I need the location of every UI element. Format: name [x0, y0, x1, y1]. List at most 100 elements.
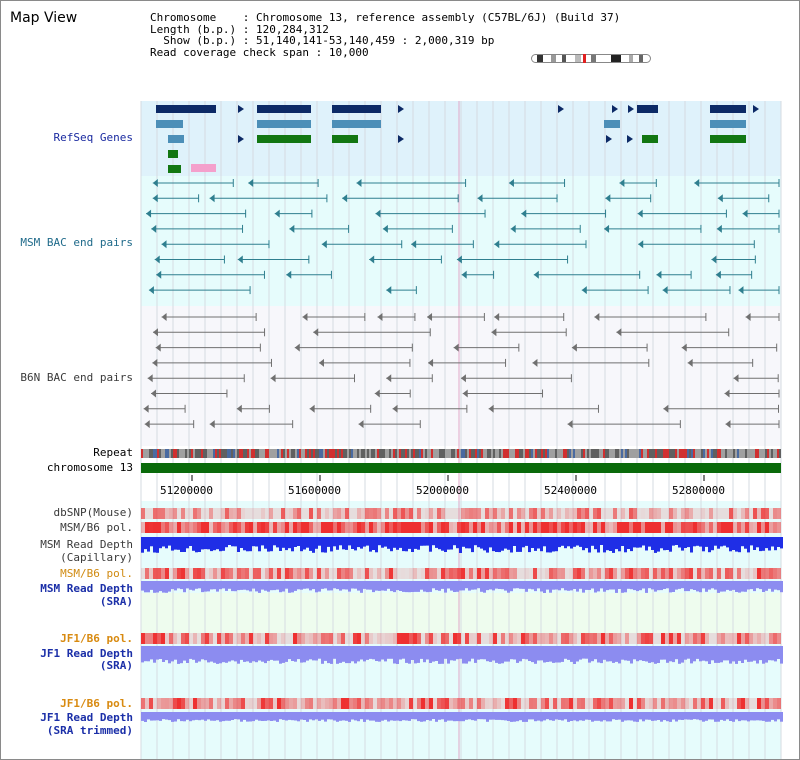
depth-bar — [225, 646, 228, 663]
depth-bar — [468, 581, 471, 591]
heat-cell — [757, 698, 761, 709]
heat-cell — [145, 508, 149, 519]
depth-bar — [723, 581, 726, 592]
chromosome-ideogram[interactable] — [531, 54, 651, 63]
heat-cell — [389, 568, 393, 579]
heat-cell — [229, 568, 233, 579]
repeat-mark — [499, 449, 501, 458]
depth-bar — [174, 537, 177, 550]
depth-bar — [309, 581, 312, 591]
heat-cell — [145, 698, 149, 709]
depth-bar — [618, 581, 621, 589]
heat-cell — [393, 633, 397, 644]
repeat-mark — [617, 449, 619, 458]
heat-cell — [745, 633, 749, 644]
heat-cell — [501, 522, 505, 533]
depth-bar — [627, 646, 630, 661]
msm-bac-track[interactable] — [146, 179, 780, 295]
depth-bar — [474, 537, 477, 546]
heat-cell — [725, 508, 729, 519]
depth-bar — [561, 712, 564, 721]
heat-cell — [665, 633, 669, 644]
heat-cell — [753, 633, 757, 644]
label-msm-b6-pol: MSM/B6 pol. — [60, 521, 133, 534]
depth-bar — [768, 537, 771, 551]
heat-cell — [629, 508, 633, 519]
heat-cell — [313, 698, 317, 709]
depth-bar — [399, 646, 402, 660]
heat-cell — [293, 522, 297, 533]
depth-bar — [606, 712, 609, 722]
heat-cell — [649, 633, 653, 644]
depth-bar — [465, 712, 468, 720]
heat-cell — [333, 698, 337, 709]
depth-bar — [468, 537, 471, 549]
b6n-bac-track[interactable] — [143, 313, 780, 429]
depth-bar — [195, 712, 198, 720]
depth-bar — [273, 712, 276, 721]
depth-bar — [630, 646, 633, 664]
depth-bar — [444, 581, 447, 593]
heat-cell — [261, 522, 265, 533]
depth-bar — [432, 581, 435, 589]
heat-cell — [213, 508, 217, 519]
depth-bar — [435, 712, 438, 722]
heat-cell — [361, 508, 365, 519]
depth-bar — [735, 537, 738, 552]
repeat-mark — [257, 449, 259, 458]
heat-cell — [689, 633, 693, 644]
heat-cell — [349, 568, 353, 579]
depth-bar — [234, 646, 237, 662]
heat-cell — [761, 522, 765, 533]
depth-bar — [189, 712, 192, 722]
depth-bar — [342, 712, 345, 721]
depth-bar — [678, 646, 681, 664]
heat-cell — [185, 568, 189, 579]
depth-bar — [183, 537, 186, 552]
heat-cell — [281, 633, 285, 644]
depth-bar — [261, 581, 264, 590]
label-msm-bac: MSM BAC end pairs — [20, 236, 133, 249]
b6n-pair-end — [236, 404, 242, 413]
heat-cell — [225, 698, 229, 709]
depth-bar — [336, 712, 339, 722]
depth-bar — [567, 537, 570, 547]
depth-bar — [747, 712, 750, 722]
msm-pair-end — [375, 209, 381, 218]
depth-bar — [543, 581, 546, 593]
repeat-mark — [539, 449, 541, 458]
depth-bar — [210, 712, 213, 721]
heat-cell — [221, 568, 225, 579]
repeat-mark — [435, 449, 437, 458]
depth-bar — [750, 712, 753, 721]
msm-pair-end — [494, 240, 500, 249]
heat-cell — [193, 698, 197, 709]
depth-bar — [510, 712, 513, 722]
chromosome-bar — [141, 463, 781, 473]
depth-bar — [660, 537, 663, 549]
heat-cell — [413, 633, 417, 644]
heat-cell — [341, 522, 345, 533]
repeat-track[interactable] — [141, 449, 781, 458]
depth-bar — [438, 537, 441, 550]
b6n-pair-end — [532, 358, 538, 367]
repeat-mark — [199, 449, 201, 458]
repeat-mark — [145, 449, 147, 458]
heat-cell — [485, 522, 489, 533]
depth-bar — [678, 537, 681, 548]
heat-cell — [197, 508, 201, 519]
depth-bar — [570, 712, 573, 721]
heat-cell — [325, 522, 329, 533]
heat-cell — [361, 698, 365, 709]
depth-bar — [447, 712, 450, 721]
msm-pair-end — [604, 224, 610, 233]
heat-cell — [509, 568, 513, 579]
heat-cell — [529, 568, 533, 579]
heat-cell — [529, 522, 533, 533]
depth-bar — [612, 646, 615, 663]
depth-bar — [756, 537, 759, 548]
refseq-genes-track[interactable] — [156, 105, 759, 173]
depth-bar — [234, 581, 237, 592]
depth-bar — [642, 646, 645, 661]
heat-cell — [757, 568, 761, 579]
